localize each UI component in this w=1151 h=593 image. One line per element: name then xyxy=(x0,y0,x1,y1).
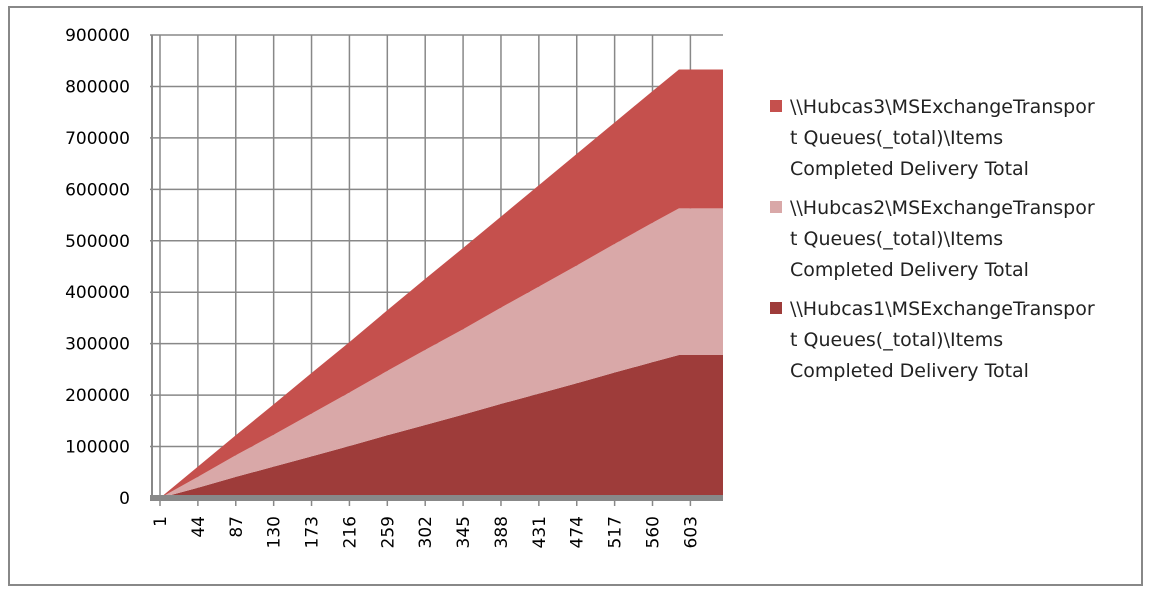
legend: \\Hubcas3\MSExchangeTransport Queues(_to… xyxy=(770,92,1110,395)
legend-label: \\Hubcas2\MSExchangeTransport Queues(_to… xyxy=(790,197,1095,281)
x-tick-label: 1 xyxy=(151,516,171,527)
y-tick-label: 400000 xyxy=(65,283,130,303)
legend-item: \\Hubcas2\MSExchangeTransport Queues(_to… xyxy=(770,193,1110,286)
x-tick-label: 603 xyxy=(681,516,701,548)
chart-frame xyxy=(8,6,1143,586)
y-tick-label: 200000 xyxy=(65,386,130,406)
area xyxy=(160,354,723,498)
legend-swatch xyxy=(770,201,782,213)
y-tick-label: 700000 xyxy=(65,129,130,149)
legend-label: \\Hubcas3\MSExchangeTransport Queues(_to… xyxy=(790,96,1095,180)
y-tick-label: 600000 xyxy=(65,180,130,200)
legend-item: \\Hubcas3\MSExchangeTransport Queues(_to… xyxy=(770,92,1110,185)
x-tick-label: 259 xyxy=(378,516,398,548)
x-tick-label: 302 xyxy=(416,516,436,548)
y-tick-label: 500000 xyxy=(65,232,130,252)
x-tick-label: 431 xyxy=(530,516,550,548)
legend-swatch xyxy=(770,100,782,112)
x-tick-label: 474 xyxy=(568,516,588,548)
x-tick-label: 517 xyxy=(606,516,626,548)
x-tick-label: 560 xyxy=(644,516,664,548)
x-tick-label: 44 xyxy=(189,516,209,538)
x-tick-label: 216 xyxy=(340,516,360,548)
legend-item: \\Hubcas1\MSExchangeTransport Queues(_to… xyxy=(770,294,1110,387)
legend-label: \\Hubcas1\MSExchangeTransport Queues(_to… xyxy=(790,298,1095,382)
y-tick-label: 800000 xyxy=(65,77,130,97)
legend-swatch xyxy=(770,302,782,314)
x-tick-label: 87 xyxy=(227,516,247,538)
y-tick-label: 300000 xyxy=(65,335,130,355)
x-tick-label: 345 xyxy=(454,516,474,548)
y-tick-label: 900000 xyxy=(65,26,130,46)
x-tick-label: 173 xyxy=(303,516,323,548)
x-tick-label: 130 xyxy=(265,516,285,548)
x-tick-label: 388 xyxy=(492,516,512,548)
area xyxy=(160,208,723,498)
y-tick-label: 0 xyxy=(119,489,130,509)
y-tick-label: 100000 xyxy=(65,438,130,458)
area xyxy=(160,69,723,499)
